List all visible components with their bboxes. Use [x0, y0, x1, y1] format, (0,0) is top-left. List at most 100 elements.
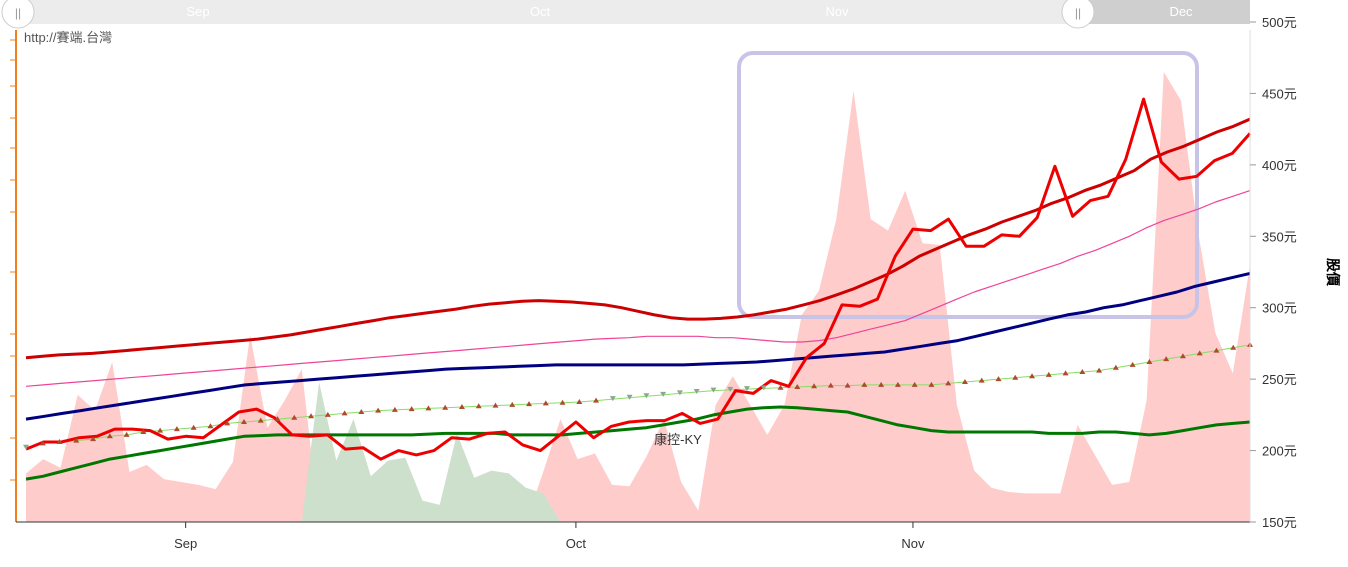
trend-marker-up [811, 383, 818, 389]
y-tick-label: 400元 [1262, 158, 1297, 173]
series-line-ma-green [25, 405, 1251, 481]
highlight-box [737, 51, 1199, 319]
trend-marker-up [157, 427, 164, 433]
trend-marker-up [173, 426, 180, 432]
trend-marker-up [978, 377, 985, 383]
trend-marker-up [576, 399, 583, 404]
x-tick-label: Oct [566, 536, 587, 551]
left-axis-ticks [10, 39, 16, 481]
trend-marker-down [626, 394, 633, 400]
trend-marker-up [961, 379, 968, 384]
trend-marker-up [1096, 367, 1103, 373]
y-tick-label: 200元 [1262, 444, 1297, 459]
series-line-ma-pink [25, 190, 1251, 387]
trend-marker-up [827, 382, 834, 388]
trend-marker-up [1163, 356, 1170, 362]
trend-marker-up [240, 419, 247, 424]
volume-down-area [26, 382, 1250, 522]
trend-marker-up [358, 409, 365, 414]
trend-marker-up [794, 384, 801, 389]
trend-marker-down [760, 385, 767, 391]
trend-marker-up [224, 420, 231, 426]
trend-marker-up [408, 406, 415, 412]
trend-marker-down [643, 393, 650, 399]
trend-marker-up [928, 381, 935, 387]
series-line-price [25, 97, 1252, 461]
trend-marker-up [257, 417, 264, 423]
trend-marker-up [1062, 370, 1069, 376]
y-axis-title: 股價 [1325, 258, 1341, 287]
trend-marker-up [1146, 359, 1153, 364]
trend-marker-up [1179, 353, 1186, 359]
trend-marker-up [945, 380, 952, 386]
x-tick-label: Sep [174, 536, 197, 551]
y-tick-label: 450元 [1262, 86, 1297, 101]
trend-marker-up [509, 401, 516, 407]
navigator-selection[interactable] [1080, 0, 1250, 24]
trend-marker-down [727, 386, 734, 392]
trend-marker-up [106, 433, 113, 439]
handle-grip-icon: || [1075, 6, 1081, 20]
trend-marker-up [1079, 369, 1086, 374]
trend-marker-up [190, 424, 197, 430]
trend-marker-up [1196, 350, 1203, 356]
trend-marker-up [861, 381, 868, 387]
trend-marker-up [207, 423, 214, 429]
trend-marker-down [743, 386, 750, 392]
trend-marker-up [995, 376, 1002, 382]
trend-marker-up [442, 404, 449, 410]
volume-area [26, 72, 1250, 522]
trend-marker-up [56, 439, 63, 444]
navigator-labels: Sep Oct Nov Dec [186, 4, 1193, 19]
navigator-handle-right[interactable]: || [1061, 0, 1095, 29]
stock-name-label: 康控-KY [654, 432, 702, 447]
trend-marker-down [676, 390, 683, 396]
trend-marker-up [391, 406, 398, 412]
trend-marker-up [73, 437, 80, 443]
handle-grip-icon: || [15, 6, 21, 20]
trend-marker-up [559, 399, 566, 405]
navigator-label-sep: Sep [186, 4, 209, 19]
series-line-ma-red [25, 117, 1251, 360]
navigator-track[interactable] [18, 0, 1250, 24]
y-axis: 150元 200元 250元 300元 350元 400元 450元 500元 [1250, 15, 1297, 530]
trend-marker-up [1230, 344, 1237, 350]
trend-marker-up [1213, 347, 1220, 353]
y-tick-label: 350元 [1262, 229, 1297, 244]
y-tick-label: 500元 [1262, 15, 1297, 30]
trend-marker-up [1129, 361, 1136, 367]
trend-marker-up [878, 381, 885, 387]
series-line-ma-navy [25, 271, 1251, 421]
trend-marker-down [693, 389, 700, 394]
trend-marker-up [492, 402, 499, 408]
navigator-label-nov: Nov [825, 4, 849, 19]
trend-marker-down [23, 444, 29, 450]
trend-marker-up [526, 401, 533, 407]
trend-marker-up [341, 410, 348, 416]
volume-up-area [26, 72, 1250, 522]
trend-marker-up [123, 431, 130, 437]
y-tick-label: 300元 [1262, 301, 1297, 316]
trend-marker-down [710, 387, 717, 393]
navigator-handle-left[interactable]: || [1, 0, 35, 29]
trend-marker-up [475, 403, 482, 409]
trend-marker-up [291, 414, 298, 420]
navigator-label-dec: Dec [1169, 4, 1193, 19]
trend-marker-up [90, 436, 97, 442]
trend-marker-up [844, 382, 851, 388]
trend-marker-up [274, 416, 281, 422]
watermark-url: http://賽端.台灣 [24, 30, 113, 45]
trend-marker-up [140, 429, 147, 434]
y-tick-label: 150元 [1262, 515, 1297, 530]
highlight-box-layer [737, 51, 1199, 319]
trend-marker-up [308, 413, 315, 419]
trend-marker-up [375, 407, 382, 413]
x-tick-label: Nov [901, 536, 925, 551]
trend-marker-up [39, 440, 46, 446]
series-line-trend-line [25, 344, 1251, 449]
trend-marker-down [660, 391, 667, 397]
trend-marker-up [1045, 371, 1052, 377]
trend-marker-up [425, 405, 432, 411]
